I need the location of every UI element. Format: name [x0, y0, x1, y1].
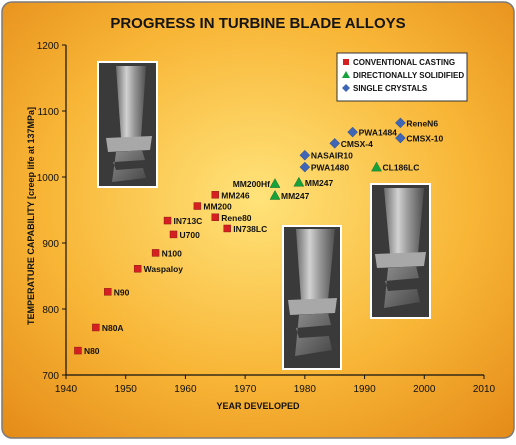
blade-airfoil	[296, 229, 335, 300]
y-tick-label: 1000	[37, 173, 60, 184]
legend-box	[336, 52, 468, 102]
data-point-label: PWA1480	[311, 163, 350, 173]
data-point-square	[92, 323, 100, 332]
data-point-diamond	[329, 138, 340, 149]
x-tick-label: 2010	[473, 384, 496, 395]
data-point-label: N80	[84, 346, 100, 356]
data-point-diamond	[395, 117, 406, 129]
x-tick-label: 1940	[55, 384, 78, 395]
y-tick-label: 700	[42, 371, 59, 382]
plot-axes: 700 800 900 1000 1100 1200 1940 1950 1960 1970 198…	[37, 41, 496, 395]
blade-airfoil	[384, 188, 424, 254]
data-point-label: N100	[162, 248, 183, 258]
data-point-triangle	[269, 190, 281, 200]
data-point-label: Rene80	[221, 213, 252, 223]
data-point-label: N90	[114, 287, 130, 297]
data-point-diamond	[299, 149, 311, 161]
data-point-label: CMSX-10	[406, 134, 443, 144]
data-point-label: CL186LC	[383, 163, 420, 173]
data-point-triangle	[371, 161, 382, 172]
blade-root	[384, 266, 420, 308]
blade-photo-single-crystal	[370, 183, 431, 319]
data-point-label: MM200Hf	[233, 179, 270, 189]
x-axis-label: YEAR DEVELOPED	[216, 401, 300, 411]
y-tick-label: 900	[42, 239, 59, 250]
chart-title: PROGRESS IN TURBINE BLADE ALLOYS	[110, 15, 405, 32]
blade-platform	[375, 252, 426, 268]
legend: CONVENTIONAL CASTING DIRECTIONALLY SOLID…	[336, 52, 468, 102]
y-tick-label: 800	[42, 305, 59, 316]
y-tick-label: 1100	[37, 107, 59, 118]
data-point-square	[74, 346, 82, 355]
data-point-square	[211, 213, 219, 221]
legend-square-marker	[343, 59, 349, 65]
data-point-label: ReneN6	[406, 118, 438, 128]
data-point-label: MM200	[203, 202, 232, 212]
data-point-square	[104, 288, 112, 296]
data-point-label: MM247	[281, 191, 310, 201]
data-point-label: MM246	[221, 190, 250, 200]
blade-platform	[106, 136, 152, 152]
data-point-label: Waspaloy	[144, 264, 184, 274]
data-point-label: U700	[179, 230, 200, 240]
data-point-diamond	[347, 126, 358, 138]
x-tick-label: 1960	[174, 384, 197, 395]
blade-platform	[288, 298, 337, 315]
y-tick-label: 1200	[37, 41, 60, 52]
data-point-label: N80A	[102, 323, 124, 333]
legend-triangle-marker	[342, 71, 350, 78]
legend-diamond-marker	[342, 84, 350, 92]
legend-label-conventional: CONVENTIONAL CASTING	[353, 58, 455, 67]
legend-label-directional: DIRECTIONALLY SOLIDIFIED	[353, 71, 464, 80]
blade-photo-directional	[282, 225, 342, 370]
data-point-triangle	[293, 176, 305, 187]
data-point-label: IN713C	[174, 216, 203, 226]
data-point-label: NASAIR10	[311, 151, 353, 161]
y-axis-label: TEMPERATURE CAPABILITY [creep life at 13…	[26, 107, 36, 325]
x-tick-label: 1950	[115, 384, 138, 395]
data-point-square	[169, 230, 178, 239]
x-tick-label: 1970	[234, 384, 257, 395]
x-tick-label: 1980	[294, 384, 317, 395]
x-tick-label: 2000	[413, 384, 436, 395]
data-point-label: MM247	[305, 178, 334, 188]
blade-airfoil	[116, 66, 146, 138]
data-point-label: IN738LC	[233, 224, 267, 234]
data-point-square	[193, 202, 202, 210]
data-point-square	[133, 265, 142, 273]
blade-root	[112, 150, 146, 182]
x-tick-label: 1990	[353, 384, 376, 395]
data-point-label: PWA1484	[359, 128, 398, 138]
data-point-square	[163, 216, 172, 225]
data-point-square	[211, 191, 219, 199]
legend-label-single-crystal: SINGLE CRYSTALS	[353, 84, 428, 93]
data-point-diamond	[299, 161, 311, 173]
data-point-square	[151, 249, 160, 257]
data-point-triangle	[269, 178, 281, 188]
blade-root	[295, 313, 332, 356]
data-point-square	[223, 224, 231, 233]
blade-photo-conventional	[97, 61, 158, 188]
data-point-diamond	[395, 132, 406, 144]
data-point-label: CMSX-4	[341, 139, 373, 149]
